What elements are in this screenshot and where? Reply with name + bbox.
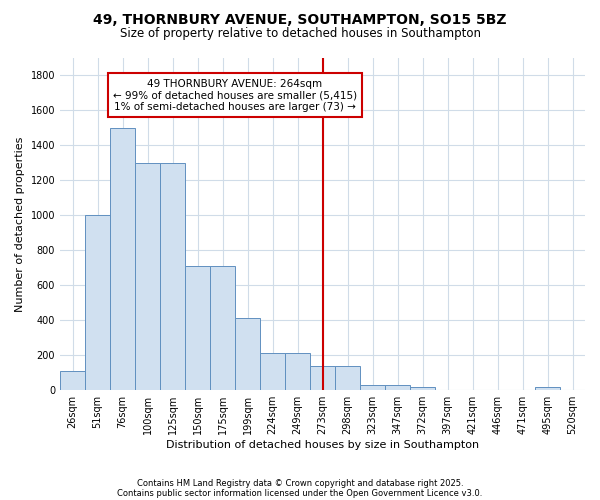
Text: 49, THORNBURY AVENUE, SOUTHAMPTON, SO15 5BZ: 49, THORNBURY AVENUE, SOUTHAMPTON, SO15 … xyxy=(93,12,507,26)
Bar xyxy=(285,352,310,390)
Bar xyxy=(185,266,210,390)
Text: Contains HM Land Registry data © Crown copyright and database right 2025.: Contains HM Land Registry data © Crown c… xyxy=(137,478,463,488)
Bar xyxy=(385,385,410,390)
Y-axis label: Number of detached properties: Number of detached properties xyxy=(15,136,25,312)
X-axis label: Distribution of detached houses by size in Southampton: Distribution of detached houses by size … xyxy=(166,440,479,450)
Bar xyxy=(235,318,260,390)
Text: Size of property relative to detached houses in Southampton: Size of property relative to detached ho… xyxy=(119,28,481,40)
Text: 49 THORNBURY AVENUE: 264sqm
← 99% of detached houses are smaller (5,415)
1% of s: 49 THORNBURY AVENUE: 264sqm ← 99% of det… xyxy=(113,78,357,112)
Bar xyxy=(335,366,360,390)
Bar xyxy=(360,385,385,390)
Bar xyxy=(110,128,135,390)
Bar xyxy=(210,266,235,390)
Bar xyxy=(310,366,335,390)
Text: Contains public sector information licensed under the Open Government Licence v3: Contains public sector information licen… xyxy=(118,488,482,498)
Bar xyxy=(260,352,285,390)
Bar xyxy=(60,371,85,390)
Bar xyxy=(160,162,185,390)
Bar xyxy=(85,215,110,390)
Bar xyxy=(135,162,160,390)
Bar xyxy=(535,386,560,390)
Bar xyxy=(410,386,435,390)
